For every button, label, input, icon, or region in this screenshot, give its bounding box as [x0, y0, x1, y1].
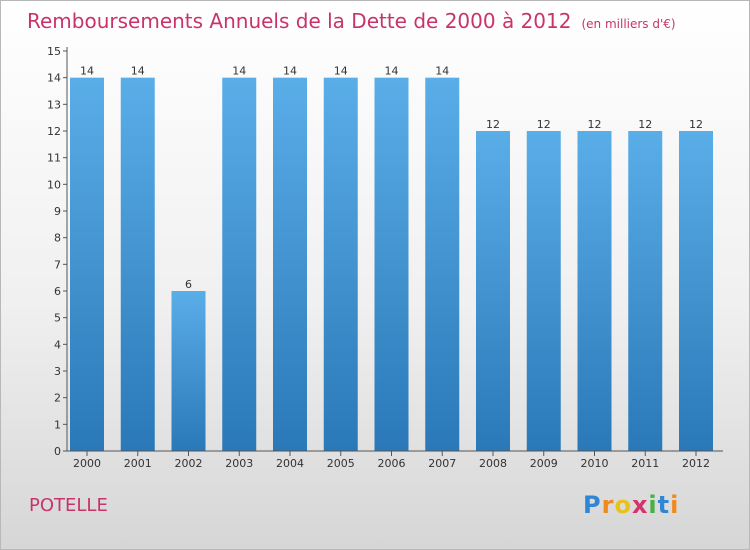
y-tick-label-11: 11 — [47, 152, 61, 165]
proxiti-logo: Proxiti — [583, 491, 679, 519]
value-label-2004: 14 — [283, 65, 297, 78]
logo-letter: t — [657, 491, 671, 519]
x-tick-label-2009: 2009 — [530, 457, 558, 470]
y-tick-label-12: 12 — [47, 125, 61, 138]
value-label-2011: 12 — [638, 118, 652, 131]
bar-2008 — [476, 131, 510, 451]
y-tick-label-9: 9 — [54, 205, 61, 218]
bar-2002 — [171, 291, 206, 451]
x-tick-label-2004: 2004 — [276, 457, 304, 470]
city-name: POTELLE — [29, 495, 108, 516]
x-tick-label-2012: 2012 — [682, 457, 710, 470]
x-tick-label-2005: 2005 — [327, 457, 355, 470]
bar-2011 — [628, 131, 663, 451]
value-label-2000: 14 — [80, 65, 94, 78]
chart-title: Remboursements Annuels de la Dette de 20… — [27, 9, 572, 33]
x-tick-label-2002: 2002 — [175, 457, 203, 470]
bar-2007 — [425, 77, 460, 452]
value-label-2001: 14 — [131, 65, 145, 78]
y-tick-label-6: 6 — [54, 285, 61, 298]
bar-2012 — [679, 131, 713, 451]
y-tick-label-2: 2 — [54, 392, 61, 405]
y-tick-label-1: 1 — [54, 418, 61, 431]
y-tick-label-14: 14 — [47, 72, 61, 85]
value-label-2006: 14 — [385, 65, 399, 78]
bar-2003 — [222, 77, 257, 452]
bar-2006 — [374, 77, 409, 452]
y-tick-label-4: 4 — [54, 338, 61, 351]
bar-2001 — [120, 77, 155, 452]
bar-2009 — [526, 131, 561, 451]
x-tick-label-2007: 2007 — [428, 457, 456, 470]
y-tick-label-8: 8 — [54, 232, 61, 245]
chart-unit-note: (en milliers d'€) — [581, 17, 676, 31]
y-tick-label-10: 10 — [47, 178, 61, 191]
x-tick-label-2001: 2001 — [124, 457, 152, 470]
bar-2010 — [577, 131, 612, 451]
y-tick-label-7: 7 — [54, 258, 61, 271]
y-tick-label-0: 0 — [54, 445, 61, 458]
y-tick-label-13: 13 — [47, 98, 61, 111]
x-tick-label-2008: 2008 — [479, 457, 507, 470]
value-label-2003: 14 — [232, 65, 246, 78]
value-label-2005: 14 — [334, 65, 348, 78]
value-label-2009: 12 — [537, 118, 551, 131]
logo-letter: o — [614, 491, 632, 519]
logo-letter: r — [601, 491, 615, 519]
value-label-2002: 6 — [185, 278, 192, 291]
y-tick-label-5: 5 — [54, 312, 61, 325]
y-tick-label-15: 15 — [47, 45, 61, 58]
value-label-2010: 12 — [588, 118, 602, 131]
logo-letter: i — [648, 491, 658, 519]
bar-2004 — [273, 77, 307, 452]
bar-2000 — [70, 77, 104, 452]
title-line: Remboursements Annuels de la Dette de 20… — [27, 9, 676, 33]
logo-letter: P — [583, 491, 602, 519]
x-tick-label-2006: 2006 — [378, 457, 406, 470]
bar-2005 — [323, 77, 358, 452]
x-tick-label-2010: 2010 — [581, 457, 609, 470]
value-label-2007: 14 — [435, 65, 449, 78]
x-tick-label-2003: 2003 — [225, 457, 253, 470]
logo-letter: x — [631, 491, 649, 519]
x-tick-label-2011: 2011 — [631, 457, 659, 470]
value-label-2012: 12 — [689, 118, 703, 131]
value-label-2008: 12 — [486, 118, 500, 131]
logo-letter: i — [670, 491, 680, 519]
x-tick-label-2000: 2000 — [73, 457, 101, 470]
y-tick-label-3: 3 — [54, 365, 61, 378]
